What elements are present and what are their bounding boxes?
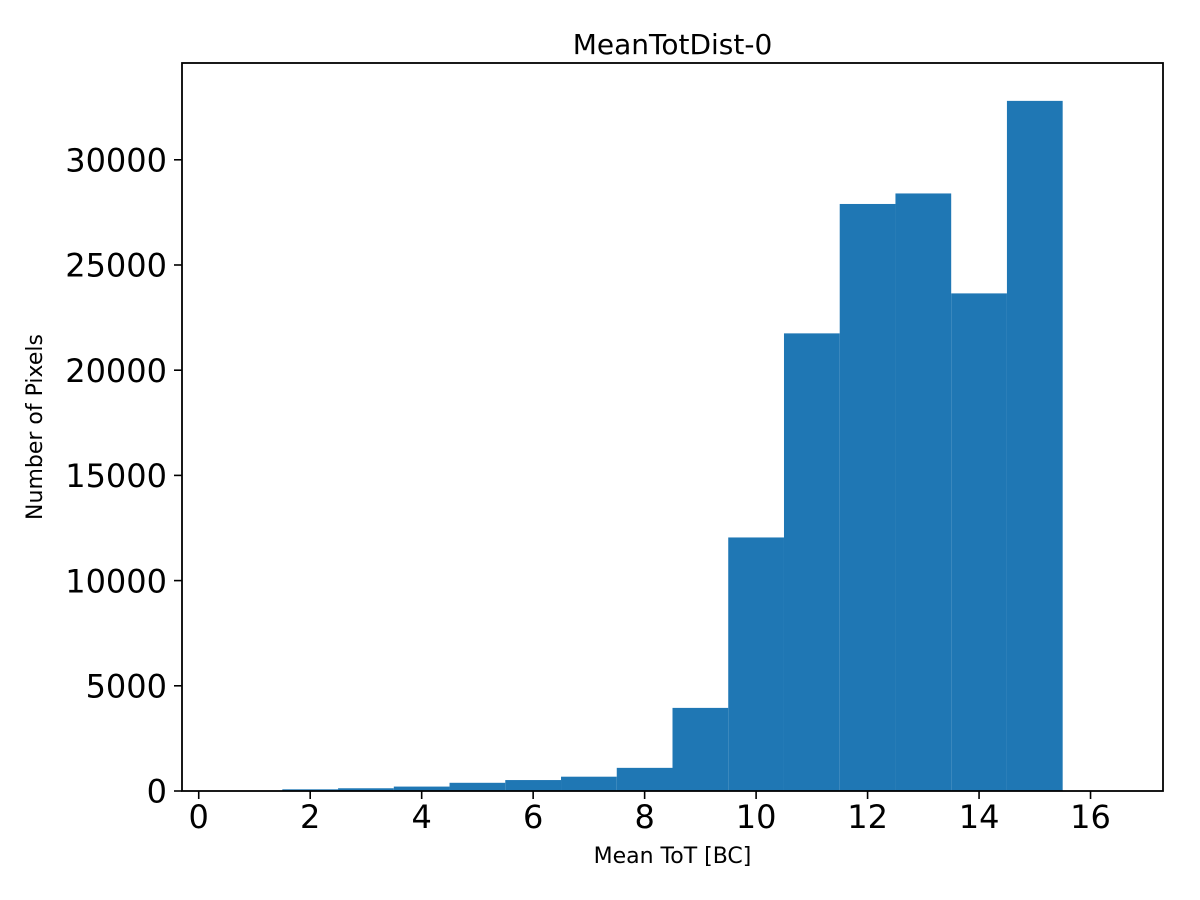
x-tick-label: 16 xyxy=(1070,798,1111,836)
y-tick-label: 0 xyxy=(147,773,167,811)
plot-frame xyxy=(181,62,1164,792)
histogram-bar xyxy=(449,782,506,791)
x-tick-label: 0 xyxy=(189,798,209,836)
histogram-bar xyxy=(672,707,729,791)
x-axis-label: Mean ToT [BC] xyxy=(594,844,752,869)
x-tick-label: 2 xyxy=(300,798,320,836)
histogram-bar xyxy=(839,203,896,792)
x-tick-label: 10 xyxy=(736,798,777,836)
histogram-bar xyxy=(951,293,1007,791)
axes-spines xyxy=(181,62,1164,792)
y-tick-label: 30000 xyxy=(65,141,167,179)
bars-layer xyxy=(282,100,1063,792)
histogram-bar xyxy=(561,776,617,791)
y-axis-label: Number of Pixels xyxy=(23,334,48,520)
x-tick-label: 12 xyxy=(847,798,888,836)
chart-title: MeanTotDist-0 xyxy=(573,28,773,61)
histogram-bar xyxy=(1006,100,1063,792)
histogram-bar xyxy=(728,537,784,791)
histogram-bar xyxy=(338,788,394,791)
histogram-bar xyxy=(616,767,673,791)
x-tick-label: 4 xyxy=(411,798,431,836)
histogram-bar xyxy=(505,780,562,791)
ticks-layer: 0 2 4 6 8 10 12 14 16 0 5000 10000 15000 20000 25000 30… xyxy=(65,141,1111,836)
y-tick-label: 5000 xyxy=(86,667,167,705)
y-tick-label: 10000 xyxy=(65,562,167,600)
histogram-bar xyxy=(393,786,450,791)
histogram-bar xyxy=(895,193,952,791)
y-tick-label: 20000 xyxy=(65,352,167,390)
x-tick-label: 6 xyxy=(523,798,543,836)
x-tick-label: 14 xyxy=(959,798,1000,836)
y-tick-label: 15000 xyxy=(65,457,167,495)
x-tick-label: 8 xyxy=(634,798,654,836)
histogram-bar xyxy=(783,333,840,791)
y-tick-label: 25000 xyxy=(65,247,167,285)
